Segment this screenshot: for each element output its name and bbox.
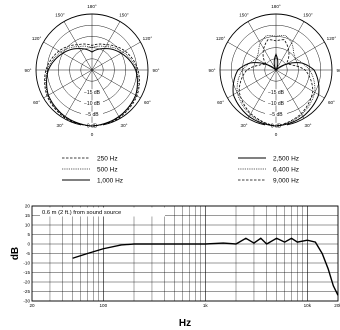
polar-series-line [236, 34, 316, 127]
y-tick-label: 0 [27, 242, 30, 247]
ring-label-backdrop [265, 89, 287, 95]
angle-label: 90° [209, 68, 216, 73]
ring-label-backdrop [265, 122, 287, 128]
polar-spoke [91, 41, 141, 71]
annotation-backdrop [40, 207, 165, 217]
polar-spoke [91, 69, 121, 119]
y-tick-label: -10 [23, 261, 30, 266]
legend-label: 9,000 Hz [273, 178, 299, 185]
x-tick-label: 20k [334, 303, 340, 308]
polar-spoke [227, 69, 277, 99]
legend-label: 250 Hz [97, 156, 118, 163]
ring-label: −5 dB [85, 112, 99, 118]
x-tick-label: 10k [304, 303, 312, 308]
angle-label: 90° [25, 68, 32, 73]
y-tick-label: 5 [27, 232, 30, 237]
angle-label: 120° [216, 36, 226, 41]
legend-high-frequencies: 2,500 Hz 6,400 Hz 9,000 Hz [238, 156, 299, 185]
angle-label: 0 [91, 132, 94, 137]
x-tick-label: 100 [99, 303, 107, 308]
x-tick-label: 1k [203, 303, 209, 308]
polar-spoke [43, 41, 93, 71]
polar-spoke [247, 69, 277, 119]
ring-label-backdrop [81, 111, 103, 117]
frequency-response-curve [72, 237, 339, 296]
angle-label: 180° [87, 4, 97, 9]
polar-spoke [275, 21, 305, 71]
y-tick-label: 10 [25, 223, 31, 228]
angle-label: 0 [275, 132, 278, 137]
x-tick-label: 20 [29, 303, 35, 308]
angle-label: 150° [119, 12, 129, 17]
polar-series-line [44, 43, 140, 127]
angle-label: 120° [32, 36, 42, 41]
ring-label-backdrop [81, 100, 103, 106]
angle-label: 90° [153, 68, 160, 73]
polar-spoke [275, 41, 325, 71]
ring-label-backdrop [265, 100, 287, 106]
angle-label: 30° [57, 123, 64, 128]
polar-spoke [91, 21, 121, 71]
polar-spoke [275, 69, 305, 119]
y-tick-label: -15 [23, 270, 30, 275]
polar-spoke [91, 69, 141, 99]
x-axis-label: Hz [179, 318, 191, 329]
angle-label: 60° [144, 100, 151, 105]
angle-label: 180° [271, 4, 281, 9]
angle-label: 120° [143, 36, 153, 41]
angle-label: 150° [55, 12, 65, 17]
y-tick-label: -20 [23, 280, 30, 285]
polar-spoke [275, 69, 325, 99]
y-tick-label: -5 [26, 251, 31, 256]
polar-series-line [238, 39, 314, 127]
angle-label: 60° [217, 100, 224, 105]
angle-label: 30° [241, 123, 248, 128]
y-tick-label: 15 [25, 213, 31, 218]
polar-series-line [232, 52, 320, 127]
legend-label: 6,400 Hz [273, 167, 299, 174]
angle-label: 150° [303, 12, 313, 17]
legend-low-frequencies: 250 Hz 500 Hz 1,000 Hz [62, 156, 123, 185]
polar-chart-low-frequencies: 180° 150° 150° 120° 120° 90° 90° 60° 60° 30° 30° 0 −… [25, 4, 160, 137]
ring-label: −15 dB [84, 90, 101, 96]
angle-label: 90° [337, 68, 340, 73]
y-tick-label: -30 [23, 299, 30, 304]
legend-label: 2,500 Hz [273, 156, 299, 163]
ring-label: −10 dB [84, 101, 101, 107]
ring-label: −5 dB [269, 112, 283, 118]
angle-label: 30° [121, 123, 128, 128]
distance-annotation: 0.6 m (2 ft.) from sound source [42, 210, 121, 216]
y-tick-label: -25 [23, 289, 30, 294]
y-axis-label: dB [10, 247, 21, 260]
legend-label: 500 Hz [97, 167, 118, 174]
ring-label-backdrop [81, 89, 103, 95]
legend-label: 1,000 Hz [97, 178, 123, 185]
ring-label: −15 dB [268, 90, 285, 96]
y-tick-label: 20 [25, 204, 31, 209]
ring-label-backdrop [265, 111, 287, 117]
angle-label: 30° [305, 123, 312, 128]
angle-label: 60° [33, 100, 40, 105]
polar-spoke [43, 69, 93, 99]
angle-label: 150° [239, 12, 249, 17]
polar-spoke [63, 21, 93, 71]
polar-spoke [247, 21, 277, 71]
polar-series-line [46, 48, 138, 127]
ring-label-backdrop [81, 122, 103, 128]
angle-label: 120° [327, 36, 337, 41]
polar-spoke [227, 41, 277, 71]
angle-label: 60° [328, 100, 335, 105]
polar-chart-high-frequencies: 180° 150° 150° 120° 120° 90° 90° 60° 60° 30° 30° 0 −… [209, 4, 340, 137]
polar-spoke [63, 69, 93, 119]
ring-label: −10 dB [268, 101, 285, 107]
